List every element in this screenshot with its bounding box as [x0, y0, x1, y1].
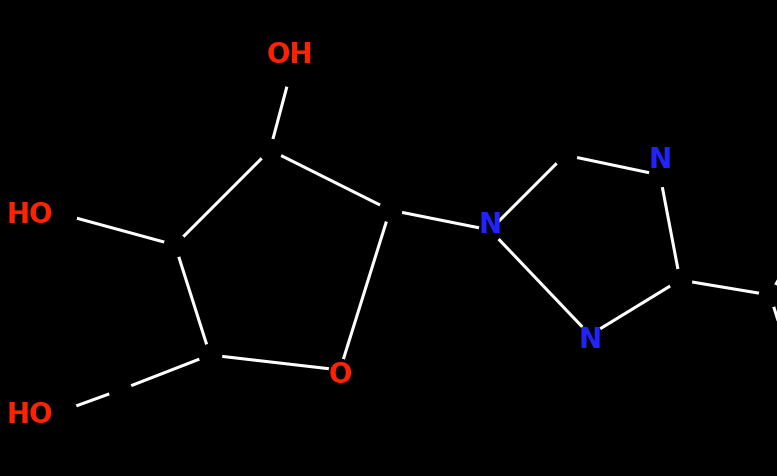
Text: HO: HO: [7, 201, 54, 229]
Text: N: N: [479, 211, 502, 239]
Text: OH: OH: [267, 41, 313, 69]
Text: N: N: [649, 146, 671, 174]
Text: O: O: [328, 361, 352, 389]
Text: HO: HO: [7, 401, 54, 429]
Text: N: N: [578, 326, 601, 354]
